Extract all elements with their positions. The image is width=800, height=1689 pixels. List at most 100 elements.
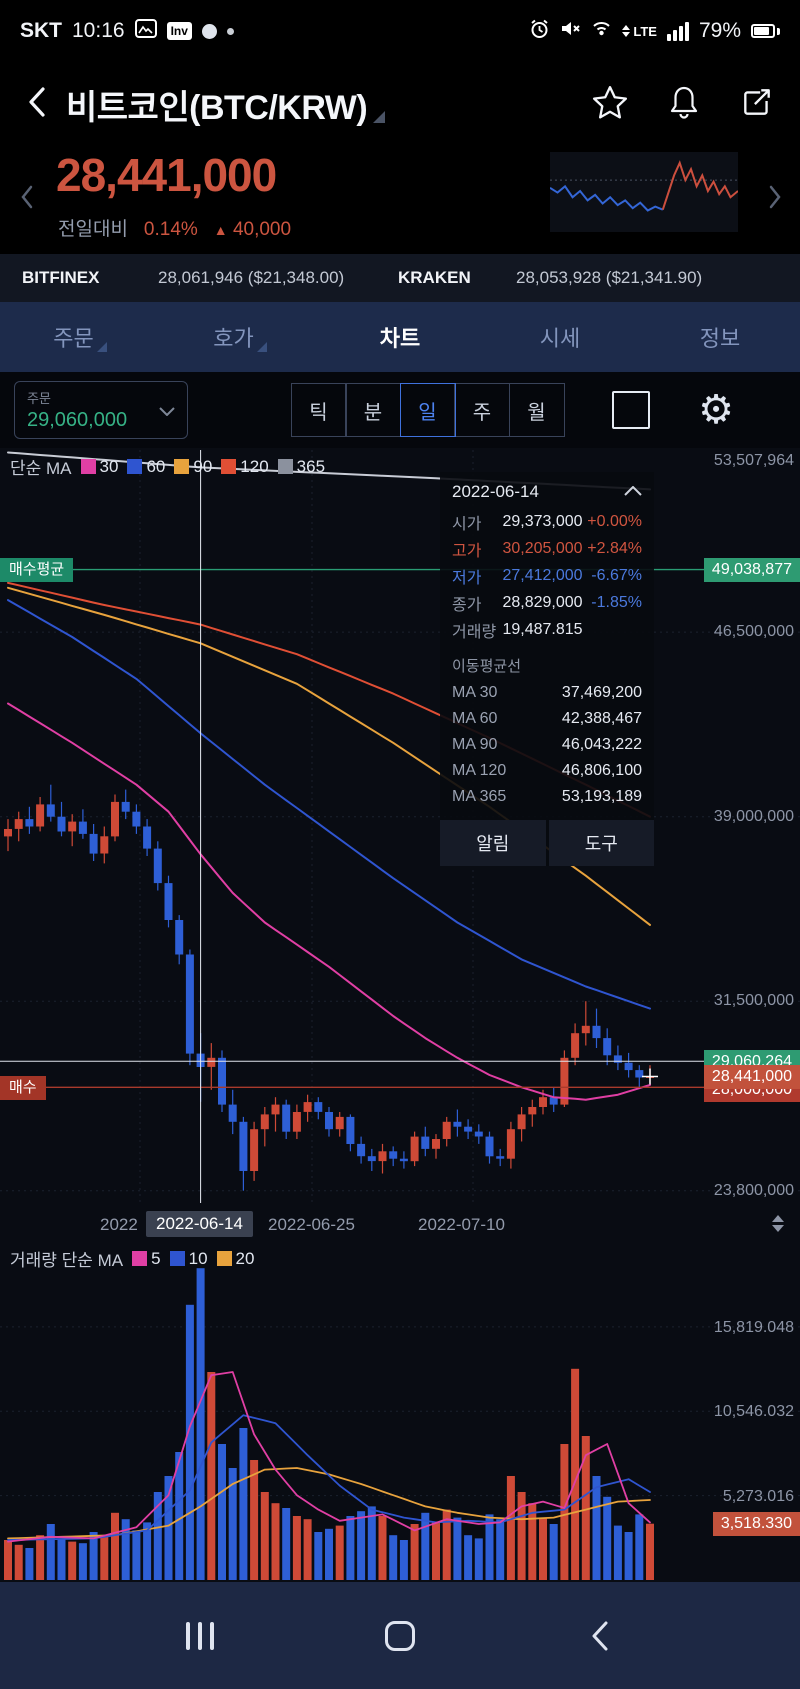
- next-coin-chevron[interactable]: [768, 184, 782, 215]
- order-price-dropdown[interactable]: 주문 29,060,000: [14, 381, 188, 439]
- timeframe-week-button[interactable]: 주: [454, 383, 510, 437]
- y-axis-min-label: 23,800,000: [713, 1182, 794, 1199]
- ma120-swatch: [221, 459, 237, 474]
- alert-button[interactable]: 알림: [440, 820, 546, 866]
- tooltip-row-low: 저가 27,412,000 -6.67%: [452, 566, 642, 587]
- crosshair-date-label: 2022-06-14: [146, 1211, 253, 1237]
- ma90-legend: 90: [174, 457, 212, 477]
- x-axis-label: 2022-06-25: [268, 1215, 355, 1234]
- candlestick-chart[interactable]: 단순 MA 30 60 90 120 365 53,507,964 49,038…: [0, 448, 800, 1208]
- tooltip-ma30: MA 30 37,469,200: [452, 684, 642, 701]
- tools-button[interactable]: 도구: [548, 820, 654, 866]
- chart-settings-button[interactable]: ⚙: [686, 383, 746, 437]
- recents-icon: [186, 1621, 214, 1650]
- battery-percent-label: 79%: [698, 19, 741, 42]
- vol-ma5-legend: 5: [132, 1249, 161, 1269]
- nav-recents-button[interactable]: [170, 1582, 230, 1689]
- nav-home-button[interactable]: [370, 1582, 430, 1689]
- timeframe-month-button[interactable]: 월: [508, 383, 565, 437]
- clock-label: 10:16: [72, 19, 125, 42]
- gear-icon: ⚙: [698, 387, 734, 433]
- ma30-legend: 30: [80, 457, 118, 477]
- tooltip-ma60: MA 60 42,388,467: [452, 710, 642, 727]
- timeframe-tick-button[interactable]: 틱: [290, 383, 347, 437]
- y-axis-label: 39,000,000: [713, 808, 794, 825]
- header: 비트코인(BTC/KRW): [0, 62, 800, 146]
- change-percent: 0.14%: [143, 219, 198, 240]
- alarm-icon: [529, 18, 550, 44]
- price-section: 28,441,000 전일대비 0.14% ▲ 40,000: [0, 146, 800, 254]
- ma-legend: 단순 MA 30 60 90 120 365: [10, 454, 325, 479]
- y-axis-label: 31,500,000: [713, 992, 794, 1009]
- avg-buy-line-tag: 매수평균: [0, 558, 74, 582]
- favorite-star-icon[interactable]: [592, 85, 628, 124]
- tooltip-collapse-chevron[interactable]: [624, 483, 642, 501]
- x-axis-year-label: 2022: [100, 1215, 138, 1234]
- tooltip-ma90: MA 90 46,043,222: [452, 736, 642, 753]
- exchange-compare-bar[interactable]: BITFINEX 28,061,946 ($21,348.00) KRAKEN …: [0, 254, 800, 302]
- ma120-legend: 120: [221, 457, 269, 477]
- y-axis-label: 46,500,000: [713, 623, 794, 640]
- volume-chart[interactable]: 거래량 단순 MA 5 10 20 15,819.048 10,546.032 …: [0, 1242, 800, 1582]
- gallery-icon: [134, 19, 157, 43]
- ma-legend-title: 단순 MA: [10, 459, 72, 478]
- exchange-name: BITFINEX: [22, 268, 100, 287]
- timeframe-day-button[interactable]: 일: [399, 383, 456, 437]
- tooltip-ma-title: 이동평균선: [452, 658, 522, 675]
- tab-flag-icon: [96, 342, 107, 352]
- volume-legend-title: 거래량 단순 MA: [10, 1251, 124, 1270]
- tooltip-row-close: 종가 28,829,000 -1.85%: [452, 593, 642, 614]
- tooltip-row-volume: 거래량 19,487.815: [452, 620, 583, 641]
- vol-ma20-legend: 20: [216, 1249, 254, 1269]
- tooltip-ma120: MA 120 46,806,100: [452, 762, 642, 779]
- tooltip-date: 2022-06-14: [452, 482, 539, 501]
- ma60-swatch: [127, 459, 143, 474]
- buy-line-tag: 매수: [0, 1076, 46, 1100]
- date-axis[interactable]: 2022 2022-06-14 2022-06-25 2022-07-10: [0, 1208, 800, 1242]
- notification-dot-icon: [226, 27, 234, 35]
- battery-icon: [751, 24, 780, 38]
- chart-style-button[interactable]: [604, 383, 658, 437]
- tooltip-ma365: MA 365 53,193,189: [452, 788, 642, 805]
- tab-quotes[interactable]: 시세: [539, 326, 581, 351]
- tab-orderbook[interactable]: 호가: [160, 302, 320, 372]
- order-dropdown-value: 29,060,000: [27, 409, 128, 431]
- title-dropdown-icon[interactable]: [373, 111, 386, 123]
- page-title[interactable]: 비트코인(BTC/KRW): [66, 88, 368, 127]
- current-price: 28,441,000: [56, 149, 277, 201]
- chart-toolbar: 주문 29,060,000 틱 분 일 주 월 ⚙: [0, 372, 800, 448]
- volume-axis-label: 15,819.048: [713, 1319, 794, 1336]
- timeframe-minute-button[interactable]: 분: [345, 383, 401, 437]
- lte-icon: LTE: [622, 24, 657, 39]
- tab-order[interactable]: 주문: [0, 302, 160, 372]
- volume-chart-svg: [0, 1268, 800, 1580]
- investing-notification-icon: Inv: [166, 22, 192, 40]
- main-chart-svg: [0, 450, 800, 1203]
- vol-ma10-legend: 10: [169, 1249, 208, 1269]
- chevron-down-icon: [159, 407, 175, 416]
- current-price-badge: 28,441,000: [703, 1065, 800, 1089]
- back-button[interactable]: [26, 85, 48, 124]
- back-chevron-icon: [592, 1621, 608, 1650]
- vol-ma10-swatch: [169, 1251, 185, 1266]
- share-icon[interactable]: [740, 85, 774, 124]
- home-icon: [385, 1620, 415, 1651]
- change-amount: ▲ 40,000: [213, 219, 292, 240]
- exchange-value: 28,053,928 ($21,341.90): [516, 268, 703, 287]
- ma30-swatch: [80, 459, 96, 474]
- tab-chart[interactable]: 차트: [379, 326, 421, 351]
- tab-info[interactable]: 정보: [699, 326, 741, 351]
- exchange-name: KRAKEN: [398, 268, 471, 287]
- change-label: 전일대비: [58, 219, 128, 240]
- wifi-call-icon: [591, 19, 612, 43]
- pane-resize-icon[interactable]: [772, 1215, 784, 1232]
- vol-ma5-swatch: [132, 1251, 148, 1266]
- android-navigation-bar: [0, 1582, 800, 1689]
- prev-coin-chevron[interactable]: [20, 184, 34, 215]
- nav-back-button[interactable]: [570, 1582, 630, 1689]
- notifications-bell-icon[interactable]: [668, 85, 700, 124]
- order-dropdown-label: 주문: [27, 391, 51, 406]
- tab-flag-icon: [256, 342, 267, 352]
- ma365-swatch: [277, 459, 293, 474]
- x-axis-label: 2022-07-10: [418, 1215, 505, 1234]
